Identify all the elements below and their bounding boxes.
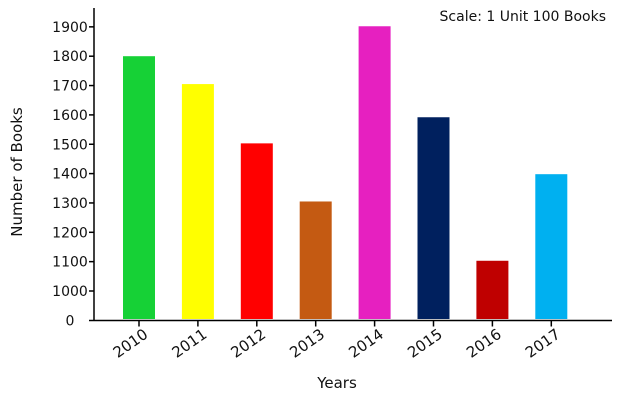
bars — [123, 26, 568, 320]
bar-2014 — [358, 26, 391, 319]
x-tick-label: 2012 — [227, 325, 269, 362]
y-tick-label: 1300 — [52, 196, 88, 212]
bar-2013 — [299, 201, 332, 319]
x-ticks: 2010 2011 2012 2013 2014 2015 2016 2017 — [110, 320, 564, 362]
y-tick-label: 1400 — [52, 167, 88, 183]
scale-note: Scale: 1 Unit 100 Books — [440, 9, 606, 25]
x-tick-label: 2016 — [463, 325, 505, 362]
y-tick-label: 1900 — [52, 20, 88, 36]
y-tick-label: 1200 — [52, 225, 88, 241]
y-tick-label: 1800 — [52, 49, 88, 65]
x-tick-label: 2011 — [169, 325, 211, 362]
y-ticks: 0 1000 1100 1200 1300 1400 1500 1600 1700 1800 190… — [52, 20, 94, 330]
x-tick-label: 2013 — [286, 325, 328, 362]
bar-2010 — [123, 56, 155, 319]
y-tick-label: 1000 — [52, 284, 88, 300]
bar-2011 — [181, 84, 214, 320]
y-tick-label: 1500 — [52, 137, 88, 153]
y-tick-label: 1700 — [52, 79, 88, 95]
bar-2015 — [417, 117, 450, 319]
y-tick-label: 1600 — [52, 108, 88, 124]
x-axis-title: Years — [316, 374, 357, 392]
y-tick-label: 1100 — [52, 255, 88, 271]
x-tick-label: 2014 — [345, 325, 387, 362]
y-axis-title: Number of Books — [8, 107, 26, 237]
bar-2017 — [535, 174, 568, 319]
x-tick-label: 2010 — [110, 325, 152, 362]
bar-2016 — [476, 260, 509, 319]
x-tick-label: 2017 — [522, 325, 564, 362]
y-tick-label: 0 — [66, 314, 75, 330]
bar-2012 — [240, 143, 273, 319]
x-tick-label: 2015 — [404, 325, 446, 362]
